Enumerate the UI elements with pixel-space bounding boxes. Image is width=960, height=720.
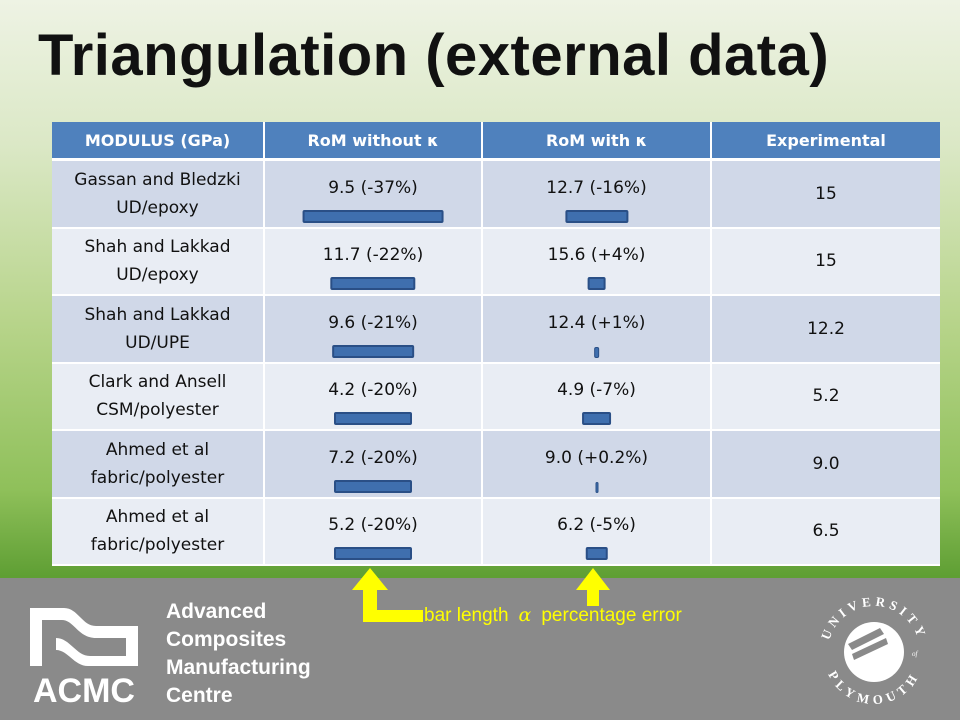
error-bar-with-k — [595, 481, 598, 493]
error-bar-without-k — [302, 209, 444, 223]
header-rom-without-k: RoM without κ — [264, 122, 483, 161]
rom-without-k-value: 9.6 (-21%) — [328, 312, 418, 333]
rom-without-k-value: 5.2 (-20%) — [328, 515, 418, 536]
rom-with-k-cell: 12.7 (-16%) — [482, 159, 712, 229]
error-bar-without-k — [334, 412, 412, 426]
rom-with-k-cell: 6.2 (-5%) — [482, 497, 712, 566]
acmc-line-2: Composites — [166, 628, 287, 651]
proportional-symbol: α — [518, 604, 532, 626]
header-experimental: Experimental — [711, 122, 940, 161]
error-bar-without-k — [330, 277, 416, 291]
experimental-value: 5.2 — [812, 386, 840, 407]
material-form: UD/UPE — [125, 332, 190, 353]
rom-with-k-value: 6.2 (-5%) — [557, 515, 636, 536]
experimental-value: 15 — [815, 251, 837, 272]
experimental-value: 12.2 — [807, 318, 845, 339]
error-bar-with-k — [593, 346, 600, 358]
material-form: CSM/polyester — [96, 400, 219, 421]
material-name: Ahmed et al — [105, 439, 210, 460]
note-right: percentage error — [541, 605, 682, 626]
material-form: UD/epoxy — [116, 265, 199, 286]
rom-without-k-cell: 11.7 (-22%) — [264, 227, 483, 297]
material-form: fabric/polyester — [90, 535, 225, 556]
table-row: Ahmed et al fabric/polyester 7.2 (-20%) 9.0… — [52, 430, 940, 499]
experimental-value: 15 — [815, 183, 837, 204]
acmc-logo-icon: ACMC — [30, 608, 138, 708]
rom-without-k-value: 11.7 (-22%) — [322, 245, 424, 266]
rom-with-k-value: 12.7 (-16%) — [546, 177, 647, 198]
error-bar-without-k — [334, 547, 412, 560]
rom-with-k-cell: 9.0 (+0.2%) — [482, 430, 712, 499]
material-name: Ahmed et al — [105, 507, 210, 528]
header-modulus: MODULUS (GPa) — [52, 122, 265, 161]
rom-with-k-value: 9.0 (+0.2%) — [544, 447, 649, 468]
error-bar-with-k — [564, 209, 629, 223]
rom-without-k-value: 7.2 (-20%) — [328, 447, 418, 468]
table-row: Shah and Lakkad UD/epoxy 11.7 (-22%) 15.6 (… — [52, 227, 940, 297]
material-name: Gassan and Bledzki — [74, 169, 241, 190]
rom-without-k-cell: 9.5 (-37%) — [264, 159, 483, 229]
acmc-line-1: Advanced — [166, 600, 267, 623]
acmc-name: Advanced Composites Manufacturing Centre — [166, 598, 311, 710]
material-cell: Ahmed et al fabric/polyester — [52, 497, 265, 566]
material-cell: Shah and Lakkad UD/epoxy — [52, 227, 265, 297]
rom-without-k-cell: 5.2 (-20%) — [264, 497, 483, 566]
table-row: Clark and Ansell CSM/polyester 4.2 (-20%) 4… — [52, 362, 940, 432]
material-cell: Shah and Lakkad UD/UPE — [52, 295, 265, 364]
error-bar-with-k — [587, 277, 606, 291]
footer-banner: ACMC Advanced Composites Manufacturing C… — [0, 578, 960, 720]
rom-with-k-cell: 4.9 (-7%) — [482, 362, 712, 432]
material-form: fabric/polyester — [90, 467, 225, 488]
rom-with-k-cell: 15.6 (+4%) — [482, 227, 712, 297]
acmc-abbr: ACMC — [33, 672, 135, 708]
rom-with-k-value: 12.4 (+1%) — [547, 312, 646, 333]
experimental-cell: 15 — [711, 227, 940, 297]
rom-without-k-cell: 4.2 (-20%) — [264, 362, 483, 432]
experimental-cell: 6.5 — [711, 497, 940, 566]
material-name: Shah and Lakkad — [84, 237, 231, 258]
modulus-table: MODULUS (GPa) RoM without κ RoM with κ E… — [52, 122, 940, 566]
experimental-value: 9.0 — [812, 453, 840, 474]
error-bar-without-k — [332, 344, 414, 358]
note-left: bar length — [424, 605, 509, 626]
material-cell: Ahmed et al fabric/polyester — [52, 430, 265, 499]
experimental-cell: 9.0 — [711, 430, 940, 499]
material-cell: Gassan and Bledzki UD/epoxy — [52, 159, 265, 229]
experimental-value: 6.5 — [812, 521, 840, 542]
header-rom-with-k: RoM with κ — [482, 122, 712, 161]
slide-title: Triangulation (external data) — [38, 23, 830, 88]
material-name: Clark and Ansell — [88, 372, 227, 393]
material-form: UD/epoxy — [116, 197, 199, 218]
acmc-line-3: Manufacturing — [166, 656, 311, 679]
acmc-line-4: Centre — [166, 684, 233, 707]
university-plymouth-logo-icon: UNIVERSITY PLYMOUTH of — [818, 594, 926, 708]
table-row: Gassan and Bledzki UD/epoxy 9.5 (-37%) 12.7… — [52, 159, 940, 229]
error-bar-with-k — [581, 412, 612, 426]
rom-with-k-value: 4.9 (-7%) — [557, 380, 636, 401]
experimental-cell: 15 — [711, 159, 940, 229]
rom-without-k-value: 4.2 (-20%) — [328, 380, 418, 401]
material-cell: Clark and Ansell CSM/polyester — [52, 362, 265, 432]
rom-without-k-cell: 7.2 (-20%) — [264, 430, 483, 499]
error-bar-with-k — [585, 547, 608, 560]
table-row: Shah and Lakkad UD/UPE 9.6 (-21%) 12.4 (+1%… — [52, 295, 940, 364]
experimental-cell: 12.2 — [711, 295, 940, 364]
bar-length-note: bar length α percentage error — [424, 604, 682, 627]
table-header-row: MODULUS (GPa) RoM without κ RoM with κ E… — [52, 122, 940, 161]
error-bar-without-k — [334, 479, 412, 493]
experimental-cell: 5.2 — [711, 362, 940, 432]
rom-without-k-cell: 9.6 (-21%) — [264, 295, 483, 364]
table-row: Ahmed et al fabric/polyester 5.2 (-20%) 6.2… — [52, 497, 940, 566]
university-of-text: of — [912, 650, 919, 658]
rom-with-k-cell: 12.4 (+1%) — [482, 295, 712, 364]
material-name: Shah and Lakkad — [84, 304, 231, 325]
rom-with-k-value: 15.6 (+4%) — [547, 245, 646, 266]
rom-without-k-value: 9.5 (-37%) — [328, 177, 418, 198]
